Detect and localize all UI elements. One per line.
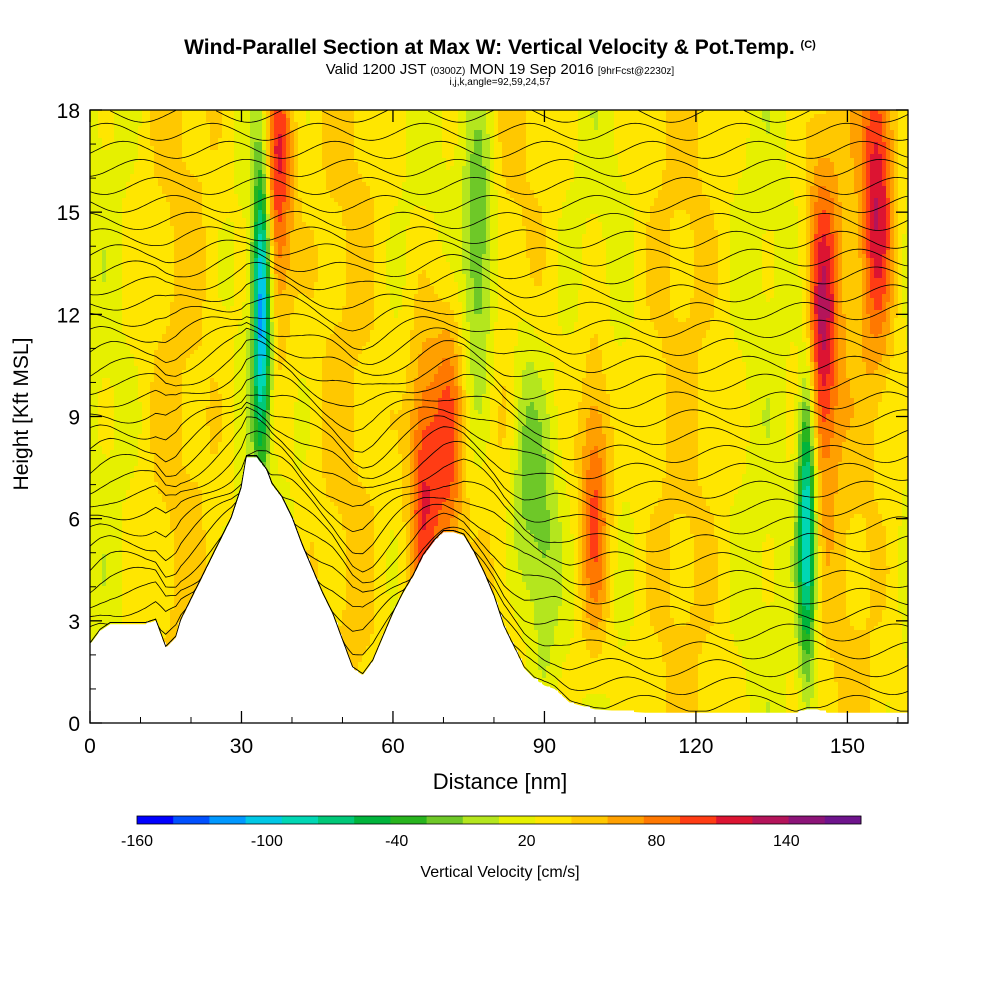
colorbar-swatch	[644, 816, 681, 824]
colorbar-swatch	[427, 816, 464, 824]
colorbar-tick-label: -160	[121, 833, 153, 850]
y-tick-label: 3	[68, 611, 80, 634]
y-tick-label: 6	[68, 509, 80, 532]
y-tick-label: 12	[57, 304, 80, 327]
x-tick-label: 150	[830, 735, 865, 758]
colorbar-swatch	[463, 816, 500, 824]
colorbar-swatch	[752, 816, 789, 824]
colorbar-tick-label: 20	[518, 833, 536, 850]
colorbar-swatch	[535, 816, 572, 824]
colorbar-tick-label: 80	[648, 833, 666, 850]
colorbar-swatch	[680, 816, 717, 824]
colorbar-swatch	[246, 816, 283, 824]
colorbar-label: Vertical Velocity [cm/s]	[420, 864, 579, 882]
colorbar-swatch	[390, 816, 427, 824]
colorbar-tick-label: 140	[773, 833, 800, 850]
y-tick-label: 0	[68, 713, 80, 736]
y-tick-label: 15	[57, 202, 80, 225]
plot-area	[90, 110, 911, 723]
y-tick-label: 18	[57, 100, 80, 123]
x-tick-label: 60	[381, 735, 404, 758]
colorbar-swatch	[608, 816, 645, 824]
colorbar-swatch	[173, 816, 210, 824]
x-tick-label: 90	[533, 735, 556, 758]
colorbar-swatch	[499, 816, 536, 824]
colorbar-swatch	[318, 816, 355, 824]
y-tick-label: 9	[68, 407, 80, 430]
x-tick-label: 30	[230, 735, 253, 758]
y-axis-label: Height [Kft MSL]	[10, 338, 34, 491]
colorbar-swatch	[789, 816, 826, 824]
colorbar-swatch	[354, 816, 391, 824]
x-tick-label: 0	[84, 735, 96, 758]
colorbar-swatch	[825, 816, 862, 824]
colorbar-tick-label: -40	[385, 833, 408, 850]
colorbar: -160 -100 -40 20 80 140	[121, 816, 861, 850]
colorbar-swatch	[282, 816, 319, 824]
colorbar-swatch	[137, 816, 174, 824]
x-tick-label: 120	[678, 735, 713, 758]
colorbar-swatch	[209, 816, 246, 824]
colorbar-swatch	[716, 816, 753, 824]
x-axis-label: Distance [nm]	[433, 769, 568, 795]
cross-section-chart: 0 30 60 90 120 150 0 3 6 9 12 15 18 -160 -100 -40 20 80…	[0, 0, 1000, 1000]
colorbar-swatch	[571, 816, 608, 824]
colorbar-tick-label: -100	[251, 833, 283, 850]
